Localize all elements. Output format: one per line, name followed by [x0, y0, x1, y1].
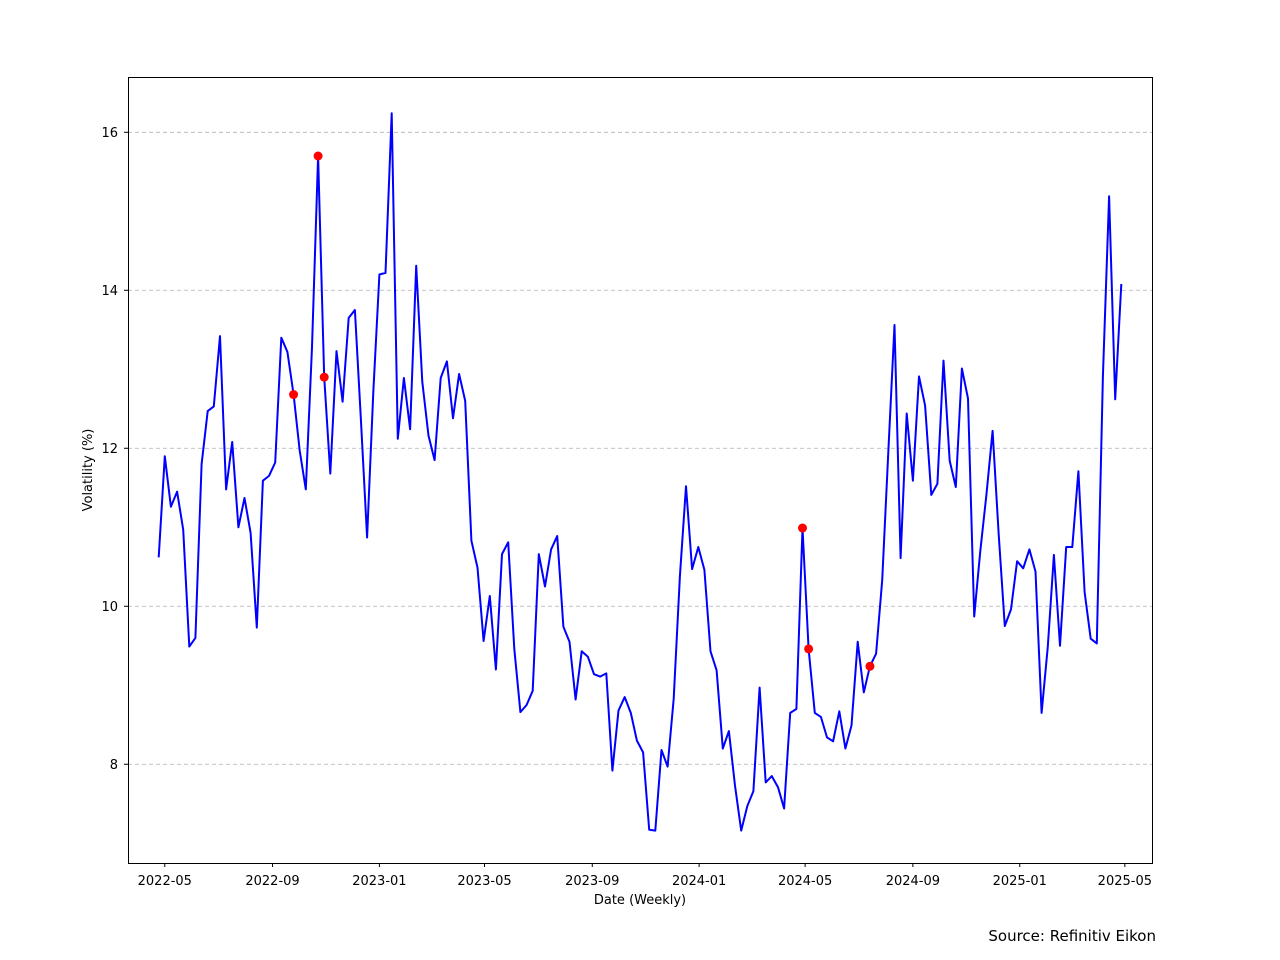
highlight-point	[313, 151, 323, 161]
highlight-markers	[289, 151, 875, 671]
grid-lines	[128, 131, 1152, 765]
y-axis-label: Volatility (%)	[81, 429, 96, 512]
x-tick-label: 2022-05	[138, 874, 192, 889]
highlight-point	[319, 372, 329, 382]
source-note: Source: Refinitiv Eikon	[988, 927, 1156, 945]
x-tick-label: 2023-05	[457, 874, 511, 889]
y-tick-label: 16	[101, 126, 118, 141]
series-layer	[157, 112, 1123, 832]
x-tick-label: 2024-05	[778, 874, 832, 889]
y-tick-label: 12	[101, 442, 118, 457]
x-tick-label: 2024-09	[886, 874, 940, 889]
highlight-point	[804, 644, 814, 654]
x-axis-label: Date (Weekly)	[594, 893, 686, 908]
y-axis-ticks: 8 10 12 14 16	[101, 126, 128, 773]
highlight-point	[865, 661, 875, 671]
x-tick-label: 2025-01	[993, 874, 1047, 889]
highlight-point	[797, 523, 807, 533]
highlight-point	[289, 390, 299, 400]
x-tick-label: 2023-01	[352, 874, 406, 889]
y-tick-label: 10	[101, 600, 118, 615]
plot-frame	[128, 77, 1153, 864]
x-tick-label: 2023-09	[565, 874, 619, 889]
y-tick-label: 8	[110, 758, 118, 773]
x-tick-label: 2024-01	[672, 874, 726, 889]
volatility-line	[157, 112, 1123, 832]
x-axis-ticks: 2022-05 2022-09 2023-01 2023-05 2023-09 2024-…	[138, 863, 1152, 889]
y-tick-label: 14	[101, 284, 118, 299]
x-tick-label: 2022-09	[245, 874, 299, 889]
x-tick-label: 2025-05	[1098, 874, 1152, 889]
